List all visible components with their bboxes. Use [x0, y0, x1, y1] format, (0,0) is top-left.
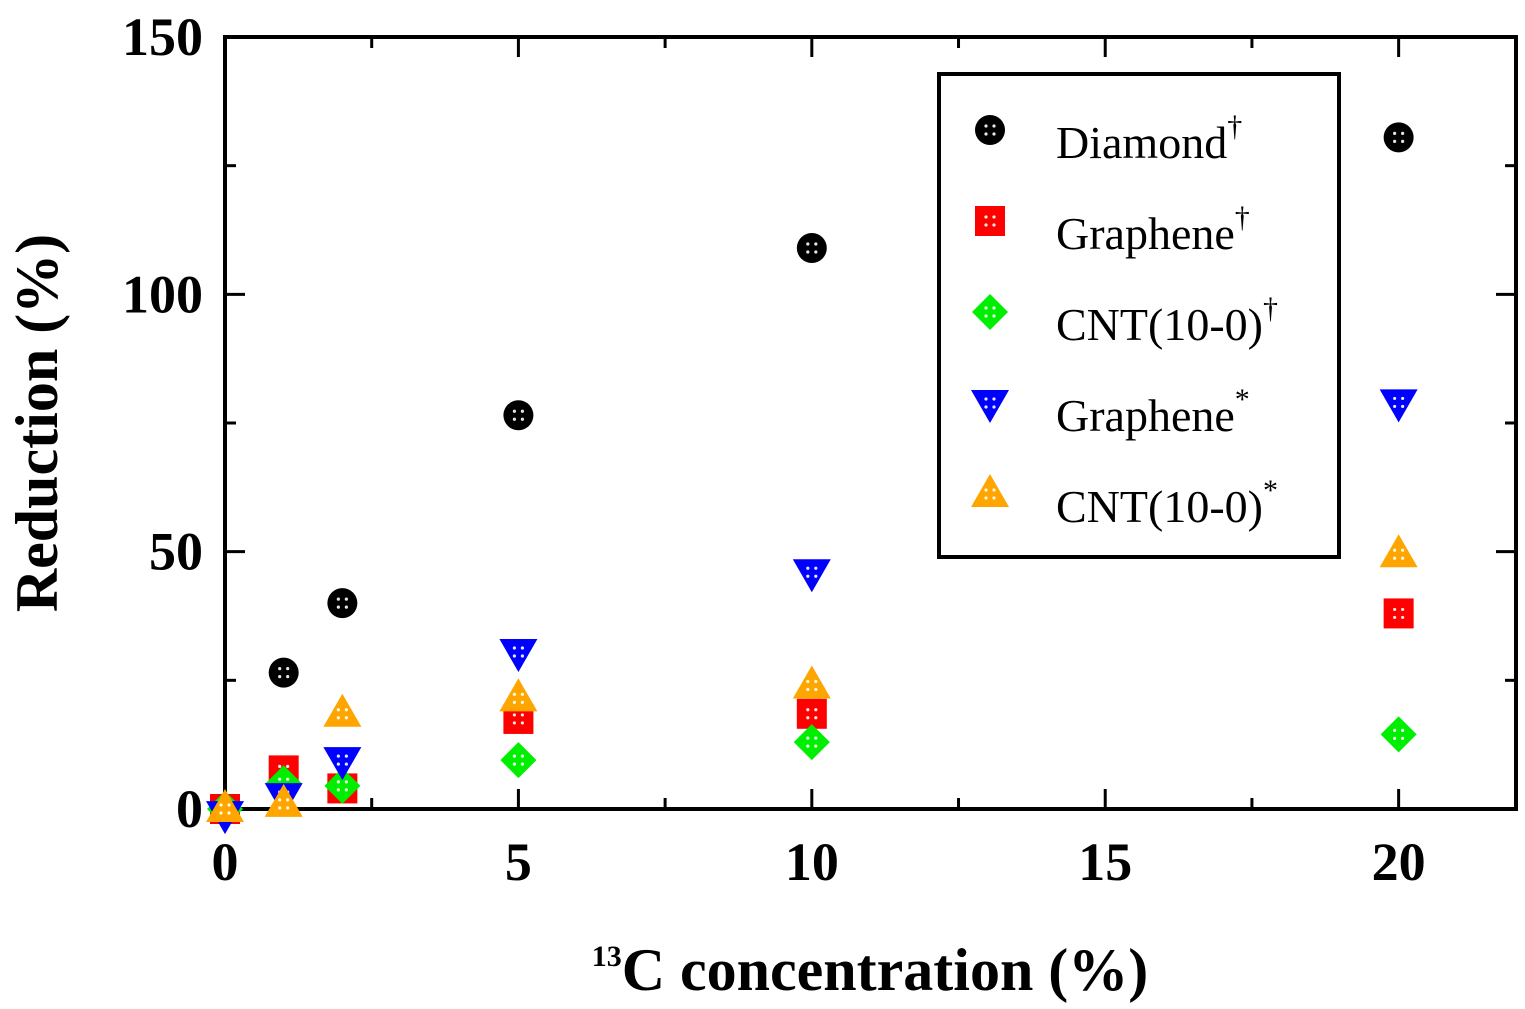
legend-label-name: CNT(10-0) [1056, 481, 1263, 532]
legend-marker [975, 115, 1005, 145]
legend-label: Graphene† [1056, 201, 1250, 259]
y-tick-label: 0 [176, 779, 203, 839]
data-point [264, 783, 303, 817]
legend-label: Diamond† [1056, 110, 1242, 168]
legend-marker [971, 390, 1009, 423]
data-point [499, 639, 538, 673]
data-point [324, 767, 361, 804]
data-points [206, 122, 1418, 835]
x-axis-title: 13C concentration (%) [592, 937, 1149, 1003]
data-point [206, 789, 244, 822]
x-tick-label: 0 [212, 832, 239, 892]
x-tick-label: 20 [1372, 832, 1426, 892]
legend-items: Diamond†Graphene†CNT(10-0)†Graphene*CNT(… [971, 110, 1278, 532]
data-point [1379, 389, 1418, 423]
legend-label-name: Graphene [1056, 208, 1235, 259]
data-point [792, 665, 831, 699]
legend-marker [972, 294, 1008, 330]
data-point [327, 588, 358, 619]
legend-label: CNT(10-0)* [1056, 474, 1278, 532]
x-axis-title-main: C concentration (%) [622, 937, 1149, 1003]
y-axis-title: Reduction (%) [4, 234, 70, 612]
data-point [268, 657, 299, 688]
data-point [796, 698, 827, 729]
legend-label-name: Graphene [1056, 390, 1235, 441]
x-tick-label: 15 [1078, 832, 1132, 892]
data-point [1380, 716, 1417, 753]
data-point [792, 559, 831, 593]
y-tick-label: 100 [122, 264, 203, 324]
legend-label-mark: * [1235, 383, 1250, 416]
x-tick-label: 5 [505, 832, 532, 892]
legend-box [937, 72, 1341, 559]
legend-label-mark: † [1235, 201, 1250, 234]
axis-ticks [223, 35, 1516, 811]
y-tick-label: 150 [122, 7, 203, 67]
legend-marker [975, 206, 1005, 236]
x-tick-label: 10 [785, 832, 839, 892]
legend-label: CNT(10-0)† [1056, 292, 1278, 350]
legend-label: Graphene* [1056, 383, 1250, 441]
legend-label-mark: † [1227, 110, 1242, 143]
data-point [1383, 598, 1414, 629]
tick-labels: 0 5 10 15 20 0 50 100 150 [122, 7, 1426, 892]
legend-marker [971, 474, 1009, 507]
data-point [323, 693, 362, 727]
legend-label-mark: * [1263, 474, 1278, 507]
legend-label-name: Diamond [1056, 117, 1227, 168]
data-point [796, 233, 827, 264]
data-point [499, 678, 538, 712]
legend-label-mark: † [1263, 292, 1278, 325]
data-point [323, 747, 362, 781]
y-tick-label: 50 [149, 522, 203, 582]
data-point [793, 724, 830, 761]
data-point [503, 400, 534, 431]
legend: Diamond†Graphene†CNT(10-0)†Graphene*CNT(… [937, 72, 1341, 559]
data-point [500, 742, 537, 779]
data-point [1383, 122, 1414, 153]
x-axis-title-sup: 13 [592, 940, 622, 973]
data-point [1379, 534, 1418, 568]
legend-label-name: CNT(10-0) [1056, 299, 1263, 350]
